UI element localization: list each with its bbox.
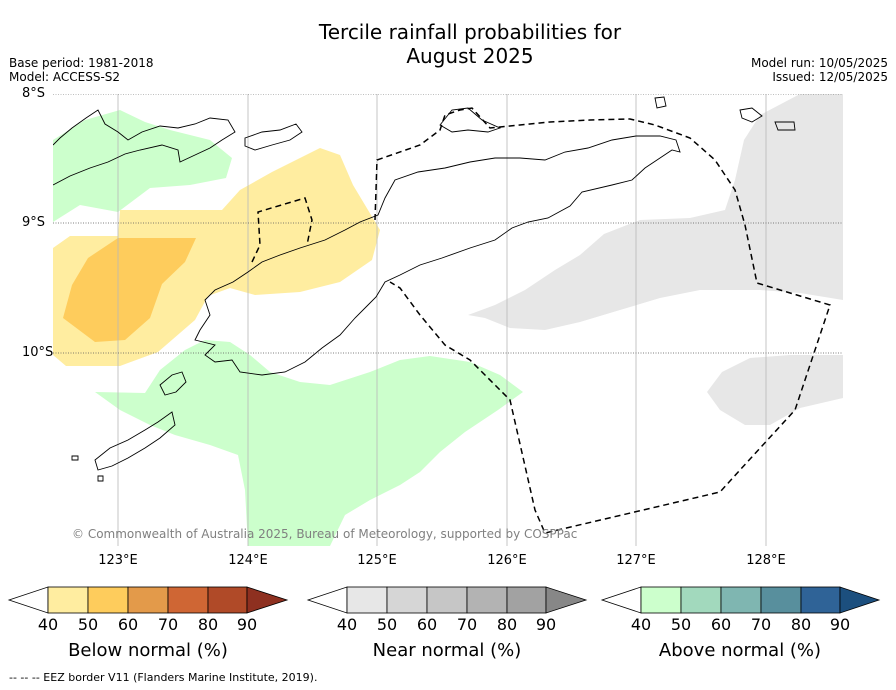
below-tick-80: 80 (197, 615, 219, 634)
meta-left: Base period: 1981-2018 Model: ACCESS-S2 (9, 56, 154, 84)
above-swatch-60 (720, 586, 762, 614)
above-swatch-70 (760, 586, 802, 614)
lon-label-123e: 123°E (98, 553, 138, 568)
eez-border-timor-leste (374, 107, 831, 534)
below-tick-60: 60 (117, 615, 139, 634)
copyright-notice: © Commonwealth of Australia 2025, Bureau… (72, 527, 578, 541)
colorbar-above-normal (600, 586, 881, 614)
near-swatch-40 (346, 586, 388, 614)
below-tick-70: 70 (157, 615, 179, 634)
title-line-2: August 2025 (406, 44, 534, 68)
above-tick-70: 70 (750, 615, 772, 634)
near-swatch-80 (506, 586, 547, 614)
below-tick-90: 90 (236, 615, 258, 634)
small-island-north (654, 96, 667, 109)
model-text: Model: ACCESS-S2 (9, 70, 121, 84)
above-swatch-80 (800, 586, 841, 614)
sawu-coastline (94, 411, 176, 471)
above-arrow-low (600, 586, 642, 614)
colorbars (7, 586, 881, 614)
below-normal-title: Below normal (%) (68, 640, 228, 661)
below-swatch-80 (207, 586, 248, 614)
eez-border-oecusse (251, 197, 313, 263)
above-normal-title: Above normal (%) (658, 640, 822, 661)
map-gridlines (117, 94, 767, 546)
near-swatch-70 (466, 586, 508, 614)
near-tick-90: 90 (535, 615, 557, 634)
above-arrow-high (839, 586, 881, 614)
below-swatch-70 (167, 586, 209, 614)
below-swatch-40 (47, 586, 89, 614)
above-tick-40: 40 (630, 615, 652, 634)
below-swatch-60 (127, 586, 169, 614)
rote-coastline (159, 371, 187, 396)
meta-right: Model run: 10/05/2025 Issued: 12/05/2025 (751, 56, 888, 84)
near-normal-title: Near normal (%) (372, 640, 522, 661)
below-normal-50-region (63, 238, 196, 342)
above-normal-region-south (95, 340, 523, 546)
below-arrow-high (246, 586, 289, 614)
colorbar-near-normal (306, 586, 588, 614)
lon-label-124e: 124°E (228, 553, 268, 568)
colorbar-below-normal (7, 586, 289, 614)
timor-coastline (194, 135, 681, 376)
below-swatch-50 (87, 586, 129, 614)
above-tick-60: 60 (710, 615, 732, 634)
lat-gridlines (53, 94, 843, 354)
above-swatch-40 (640, 586, 682, 614)
near-swatch-50 (386, 586, 428, 614)
model-run-text: Model run: 10/05/2025 (750, 56, 888, 70)
above-swatch-50 (680, 586, 722, 614)
eez-border (251, 107, 831, 534)
near-tick-70: 70 (456, 615, 478, 634)
lon-label-126e: 126°E (487, 553, 527, 568)
near-tick-50: 50 (376, 615, 398, 634)
eez-footnote: -- -- -- EEZ border V11 (Flanders Marine… (9, 671, 318, 684)
flores-coastline (53, 109, 236, 186)
above-tick-80: 80 (790, 615, 812, 634)
above-tick-90: 90 (829, 615, 851, 634)
issued-text: Issued: 12/05/2025 (772, 70, 888, 84)
near-arrow-low (306, 586, 348, 614)
near-normal-region-east (468, 94, 843, 330)
above-normal-region-north (53, 110, 232, 222)
base-period-text: Base period: 1981-2018 (9, 56, 154, 70)
map-title: Tercile rainfall probabilities for Augus… (0, 20, 896, 68)
below-tick-40: 40 (37, 615, 59, 634)
lat-label-9s: 9°S (22, 215, 46, 230)
title-line-1: Tercile rainfall probabilities for (318, 20, 622, 44)
coastlines (53, 96, 796, 482)
above-tick-50: 50 (670, 615, 692, 634)
below-arrow-low (7, 586, 49, 614)
lon-label-127e: 127°E (616, 553, 656, 568)
near-swatch-60 (426, 586, 468, 614)
small-island-northeast (739, 107, 796, 131)
lon-label-128e: 128°E (746, 553, 786, 568)
alor-coastline (244, 123, 303, 151)
near-tick-60: 60 (416, 615, 438, 634)
near-tick-40: 40 (336, 615, 358, 634)
below-tick-50: 50 (77, 615, 99, 634)
lat-label-10s: 10°S (22, 345, 54, 360)
near-arrow-high (545, 586, 588, 614)
rainfall-probability-map (53, 94, 843, 546)
lon-label-125e: 125°E (357, 553, 397, 568)
near-tick-80: 80 (496, 615, 518, 634)
lat-label-8s: 8°S (22, 86, 46, 101)
near-normal-region-southeast (707, 355, 843, 425)
small-island-southwest (71, 455, 104, 482)
wetar-coastline (439, 107, 502, 133)
